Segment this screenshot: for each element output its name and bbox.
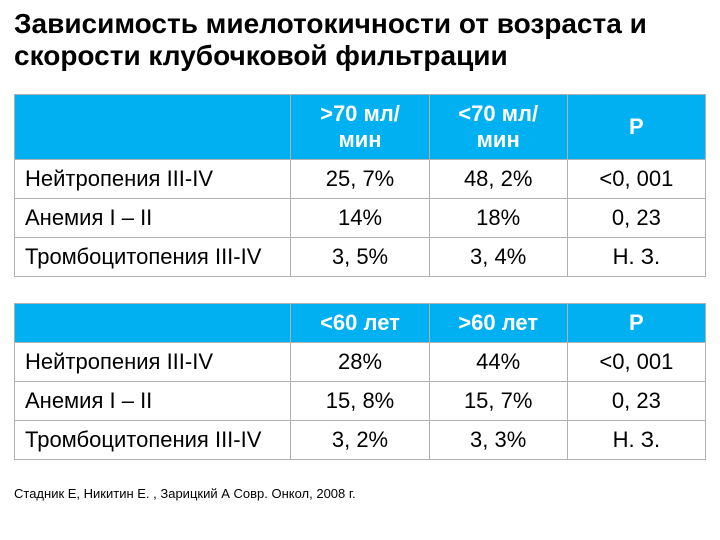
table-age: <60 лет >60 лет Р Нейтропения III-IV 28%… xyxy=(14,303,706,460)
table2-header-3: Р xyxy=(567,304,705,343)
table1-r0-c2: 48, 2% xyxy=(429,160,567,199)
table-gfr: >70 мл/мин <70 мл/мин Р Нейтропения III-… xyxy=(14,94,706,277)
table2-r0-c2: 44% xyxy=(429,343,567,382)
table1-r1-c3: 0, 23 xyxy=(567,199,705,238)
table2-r2-label: Тромбоцитопения III-IV xyxy=(15,421,291,460)
table1-r1-c2: 18% xyxy=(429,199,567,238)
table2-r1-c3: 0, 23 xyxy=(567,382,705,421)
table2-header-1: <60 лет xyxy=(291,304,429,343)
table2-r2-c2: 3, 3% xyxy=(429,421,567,460)
table1-r1-c1: 14% xyxy=(291,199,429,238)
table1-r2-c2: 3, 4% xyxy=(429,238,567,277)
table2-header-2: >60 лет xyxy=(429,304,567,343)
page-title: Зависимость миелотокичности от возраста … xyxy=(14,8,706,72)
table1-header-2: <70 мл/мин xyxy=(429,95,567,160)
table-row: Анемия I – II 15, 8% 15, 7% 0, 23 xyxy=(15,382,706,421)
citation: Стадник Е, Никитин Е. , Зарицкий А Совр.… xyxy=(14,486,706,501)
table2-r0-c3: <0, 001 xyxy=(567,343,705,382)
table-row: Нейтропения III-IV 28% 44% <0, 001 xyxy=(15,343,706,382)
table2-r2-c3: Н. З. xyxy=(567,421,705,460)
table1-r2-c3: Н. З. xyxy=(567,238,705,277)
table1-header-0 xyxy=(15,95,291,160)
table-row: Тромбоцитопения III-IV 3, 2% 3, 3% Н. З. xyxy=(15,421,706,460)
table2-r0-label: Нейтропения III-IV xyxy=(15,343,291,382)
table1-r0-label: Нейтропения III-IV xyxy=(15,160,291,199)
table2-r2-c1: 3, 2% xyxy=(291,421,429,460)
table2-r0-c1: 28% xyxy=(291,343,429,382)
table1-r0-c3: <0, 001 xyxy=(567,160,705,199)
table2-r1-label: Анемия I – II xyxy=(15,382,291,421)
table2-r1-c1: 15, 8% xyxy=(291,382,429,421)
table1-r2-label: Тромбоцитопения III-IV xyxy=(15,238,291,277)
table1-r2-c1: 3, 5% xyxy=(291,238,429,277)
table1-r0-c1: 25, 7% xyxy=(291,160,429,199)
table2-r1-c2: 15, 7% xyxy=(429,382,567,421)
table1-r1-label: Анемия I – II xyxy=(15,199,291,238)
table1-header-1: >70 мл/мин xyxy=(291,95,429,160)
table-row: Тромбоцитопения III-IV 3, 5% 3, 4% Н. З. xyxy=(15,238,706,277)
table2-header-0 xyxy=(15,304,291,343)
table-row: Анемия I – II 14% 18% 0, 23 xyxy=(15,199,706,238)
table-row: Нейтропения III-IV 25, 7% 48, 2% <0, 001 xyxy=(15,160,706,199)
table1-header-3: Р xyxy=(567,95,705,160)
